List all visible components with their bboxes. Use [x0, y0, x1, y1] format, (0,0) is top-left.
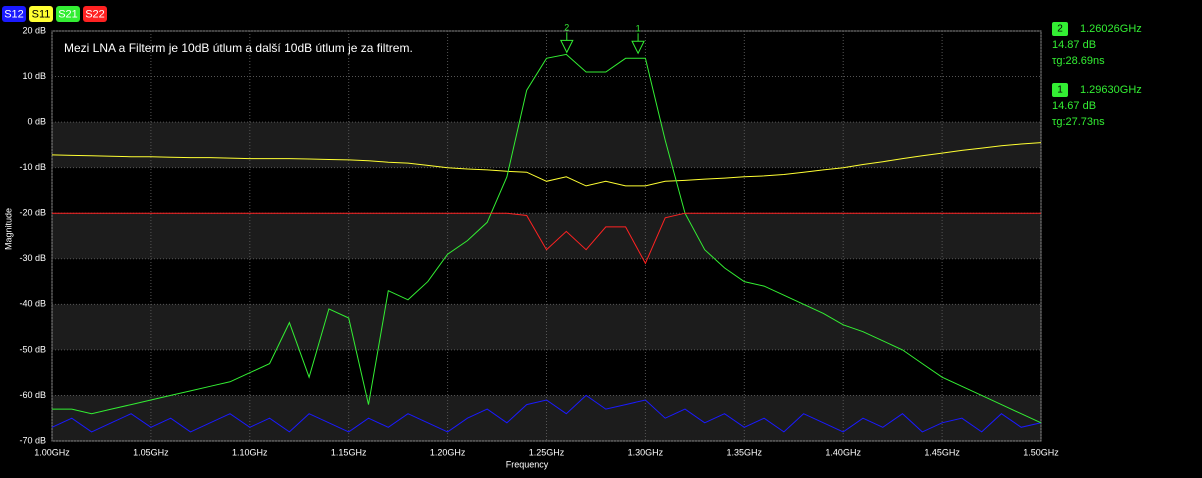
- marker-readout: 1.26026GHz: [1080, 23, 1142, 35]
- band: [52, 304, 1041, 350]
- marker-readout: 14.87 dB: [1052, 39, 1096, 51]
- x-tick-label: 1.00GHz: [34, 447, 70, 457]
- marker-readout: 1.29630GHz: [1080, 84, 1142, 96]
- marker-badge-label: 2: [1057, 24, 1063, 35]
- marker-badge-label: 1: [1057, 85, 1063, 96]
- x-tick-label: 1.15GHz: [331, 447, 367, 457]
- trace-s12: [51, 394, 1042, 433]
- y-tick-label: 20 dB: [22, 25, 46, 35]
- trace-s22: [52, 212, 1041, 265]
- legend-swatch: [2, 6, 26, 22]
- marker-number: 2: [564, 23, 569, 33]
- legend-swatch: [29, 6, 53, 22]
- legend-label: S12: [4, 8, 24, 20]
- y-tick-label: -30 dB: [19, 253, 46, 263]
- x-tick-label: 1.40GHz: [825, 447, 861, 457]
- x-tick-label: 1.50GHz: [1023, 447, 1059, 457]
- marker-readout: 14.67 dB: [1052, 100, 1096, 112]
- x-tick-label: 1.35GHz: [727, 447, 763, 457]
- marker-readout: τg:28.69ns: [1052, 55, 1105, 67]
- y-tick-label: -50 dB: [19, 344, 46, 354]
- legend-label: S21: [58, 8, 78, 20]
- x-tick-label: 1.30GHz: [628, 447, 664, 457]
- x-tick-label: 1.45GHz: [924, 447, 960, 457]
- y-axis-title: Magnitude: [3, 208, 13, 250]
- legend-label: S22: [85, 8, 105, 20]
- trace-s21: [52, 53, 1042, 424]
- trace-s11: [51, 142, 1042, 187]
- marker-badge: [1052, 83, 1068, 97]
- y-tick-label: -70 dB: [19, 435, 46, 445]
- y-tick-label: 10 dB: [22, 71, 46, 81]
- legend-label: S11: [32, 8, 51, 20]
- marker-readout: τg:27.73ns: [1052, 116, 1105, 128]
- x-tick-label: 1.25GHz: [529, 447, 565, 457]
- marker-number: 1: [636, 24, 641, 34]
- marker-badge: [1052, 22, 1068, 36]
- x-tick-label: 1.10GHz: [232, 447, 268, 457]
- legend-swatch: [56, 6, 80, 22]
- x-tick-label: 1.20GHz: [430, 447, 466, 457]
- y-tick-label: 0 dB: [27, 116, 46, 126]
- y-tick-label: -40 dB: [19, 299, 46, 309]
- annotation: Mezi LNA a Filterm je 10dB útlum a další…: [64, 41, 413, 55]
- legend-swatch: [83, 6, 107, 22]
- y-tick-label: -60 dB: [19, 390, 46, 400]
- y-tick-label: -20 dB: [19, 208, 46, 218]
- y-tick-label: -10 dB: [19, 162, 46, 172]
- x-axis-title: Frequency: [506, 459, 549, 469]
- x-tick-label: 1.05GHz: [133, 447, 169, 457]
